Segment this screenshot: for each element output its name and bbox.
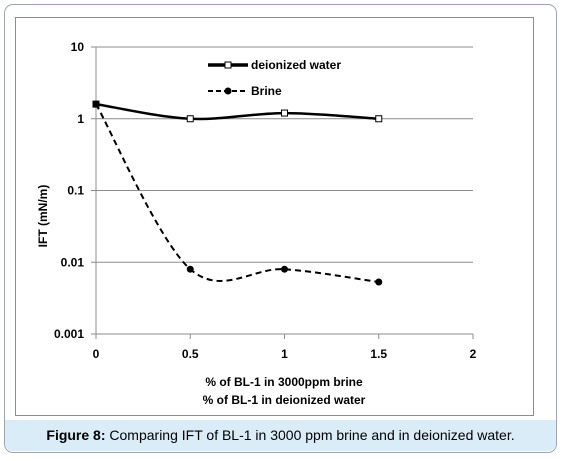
- data-point-deionized-water: [375, 115, 383, 123]
- x-axis-label-line-2: % of BL-1 in deionized water: [203, 393, 366, 407]
- x-tick-label: 2: [470, 347, 477, 361]
- x-tick-label: 1.5: [370, 347, 387, 361]
- y-tick-label: 0.01: [61, 255, 85, 269]
- x-tick-label: 1: [281, 347, 288, 361]
- series-layer: [92, 100, 383, 286]
- y-tick-label: 0.1: [67, 184, 84, 198]
- data-point-brine: [375, 278, 383, 286]
- series-line-deionized-water: [95, 102, 379, 121]
- data-point-brine: [92, 100, 100, 108]
- axes: [91, 46, 474, 339]
- caption-label: Figure 8:: [46, 427, 106, 443]
- y-axis-label: IFT (mN/m): [36, 185, 50, 248]
- y-tick-label: 0.001: [54, 327, 84, 341]
- legend-marker-circle: [224, 87, 232, 95]
- x-axis-label-line-1: % of BL-1 in 3000ppm brine: [205, 375, 363, 389]
- series-line-brine: [95, 103, 379, 284]
- legend: deionized water Brine: [208, 58, 341, 98]
- caption-bar: Figure 8: Comparing IFT of BL-1 in 3000 …: [5, 420, 556, 451]
- y-tick-label: 10: [71, 40, 85, 54]
- tick-labels: 0.001 0.01 0.1 1 10 0 0.5 1 1.5 2: [54, 40, 477, 361]
- data-point-brine: [186, 265, 194, 273]
- data-point-deionized-water: [186, 115, 194, 123]
- data-point-deionized-water: [281, 109, 288, 117]
- caption-text: Comparing IFT of BL-1 in 3000 ppm brine …: [109, 427, 515, 443]
- legend-marker-square: [224, 61, 232, 69]
- y-tick-label: 1: [77, 112, 84, 126]
- legend-label-brine: Brine: [251, 84, 282, 98]
- x-tick-label: 0: [93, 347, 100, 361]
- chart-area: [15, 17, 534, 416]
- x-tick-label: 0.5: [182, 347, 199, 361]
- grid-lines: [96, 46, 473, 263]
- legend-label-deionized-water: deionized water: [251, 58, 341, 72]
- data-point-brine: [281, 265, 288, 273]
- figure-caption: Figure 8: Comparing IFT of BL-1 in 3000 …: [5, 427, 556, 443]
